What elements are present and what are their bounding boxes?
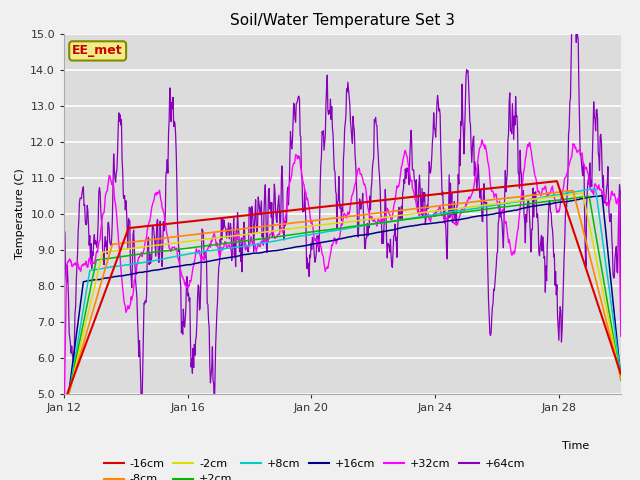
- Text: Time: Time: [561, 441, 589, 451]
- Text: EE_met: EE_met: [72, 44, 123, 58]
- Title: Soil/Water Temperature Set 3: Soil/Water Temperature Set 3: [230, 13, 455, 28]
- Legend: -16cm, -8cm, -2cm, +2cm, +8cm, +16cm, +32cm, +64cm: -16cm, -8cm, -2cm, +2cm, +8cm, +16cm, +3…: [100, 455, 529, 480]
- Y-axis label: Temperature (C): Temperature (C): [15, 168, 25, 259]
